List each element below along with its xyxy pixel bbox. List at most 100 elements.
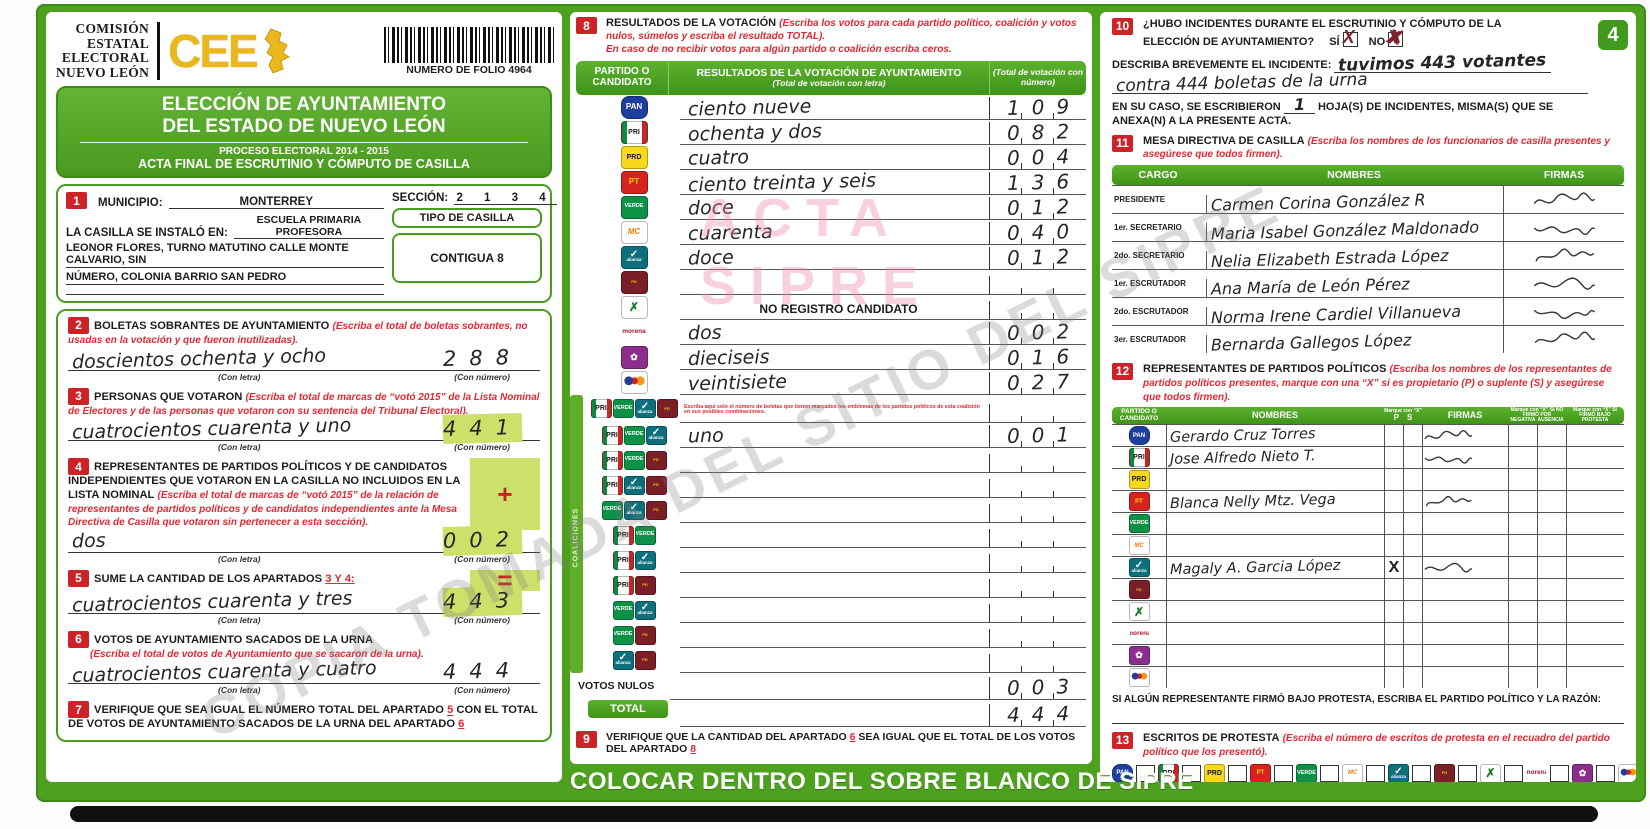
rep-row-humanista xyxy=(1112,644,1624,667)
section-note: (Escriba los nombres de los representant… xyxy=(1143,364,1612,403)
section-8-header: 8 RESULTADOS DE LA VOTACIÓN (Escriba los… xyxy=(570,12,1092,59)
incident-handwritten: tuvimos 443 votantes xyxy=(1338,49,1547,76)
partido-democrata-logo: PD xyxy=(645,450,667,470)
rep-row-pri: PRI Jose Alfredo Nieto T. xyxy=(1112,446,1624,469)
section-ref: 6 xyxy=(849,730,856,743)
protest-count-box xyxy=(1596,764,1615,782)
casilla-label: LA CASILLA SE INSTALÓ EN: xyxy=(66,227,228,239)
vote-row-encuentro: veintisiete 027 xyxy=(576,369,1086,395)
section-ref: 5 xyxy=(447,704,454,717)
org-name: COMISIÓN ESTATAL ELECTORAL NUEVO LEÓN xyxy=(56,21,150,80)
vote-word: doce xyxy=(687,245,735,270)
funcionario-name: Carmen Corina González R xyxy=(1210,190,1426,215)
section-note: (Escriba el total de marcas de “votó 201… xyxy=(68,391,540,417)
section-6-votos-urna: 6 VOTOS DE AYUNTAMIENTO SACADOS DE LA URN… xyxy=(66,627,542,698)
section-number-badge: 11 xyxy=(1112,134,1133,152)
votes-table: PARTIDO O CANDIDATO RESULTADOS DE LA VOT… xyxy=(570,60,1086,727)
section-title: REPRESENTANTES DE PARTIDOS POLÍTICOS Y D… xyxy=(68,461,460,501)
vote-row-pan: PAN ciento nueve 109 xyxy=(576,93,1086,120)
section-number-badge: 1 xyxy=(66,192,87,209)
p-mark xyxy=(1384,491,1403,513)
con-numero-label: (Con número) xyxy=(454,685,510,696)
partido-democrata-logo: PD xyxy=(1434,763,1455,782)
sobre-sipre-banner: COLOCAR DENTRO DEL SOBRE BLANCO DE SIPRE xyxy=(570,768,1194,795)
funcionario-name: Nelia Elizabeth Estrada López xyxy=(1210,245,1449,272)
protest-count-box xyxy=(1412,764,1431,782)
casilla-address: ESCUELA PRIMARIA PROFESORA xyxy=(233,214,384,239)
p-mark xyxy=(1384,601,1403,623)
vote-row-na: alianza doce 012 xyxy=(576,244,1086,270)
protest-count-box xyxy=(1136,764,1155,782)
encuentro-social-logo xyxy=(1618,763,1636,782)
vote-row-pd: PD xyxy=(576,270,1086,295)
pvem-logo: VERDE xyxy=(612,399,634,419)
cargo-label: 2do. SECRETARIO xyxy=(1114,251,1185,260)
nueva-alianza-logo: alianza xyxy=(634,550,656,570)
divider xyxy=(157,22,161,81)
p-mark xyxy=(1384,579,1403,601)
coaliciones-band: COALICIONES xyxy=(570,394,583,673)
total-row: TOTAL 444 xyxy=(576,699,1086,727)
si-label: SÍ xyxy=(1329,35,1340,48)
morena-logo: morena xyxy=(1128,624,1150,644)
section-number-badge: 4 xyxy=(68,458,89,476)
votos-nulos-row: VOTOS NULOS 003 xyxy=(576,673,1086,700)
partido-democrata-logo: PD xyxy=(1128,580,1150,600)
handwritten-number-value: 288 xyxy=(442,344,523,371)
vote-digits: 136 xyxy=(1006,168,1082,195)
org-line: COMISIÓN xyxy=(75,21,150,36)
prd-logo: PRD xyxy=(620,145,648,169)
protest-count-box xyxy=(1458,764,1477,782)
plus-symbol: + xyxy=(497,478,513,509)
signature xyxy=(1425,495,1472,507)
seccion-label: SECCIÓN: xyxy=(392,192,449,204)
incident-handwritten: contra 444 boletas de la urna xyxy=(1115,69,1368,97)
hojas-count: 1 xyxy=(1293,94,1306,115)
nueva-alianza-logo: alianza xyxy=(612,650,634,670)
morena-logo: morena xyxy=(620,320,648,344)
cargo-label: PRESIDENTE xyxy=(1114,195,1166,204)
no-registro-text: NO REGISTRO CANDIDATO xyxy=(759,301,918,316)
handwritten-number-value: 002 xyxy=(442,526,523,553)
si-mark: X xyxy=(1342,26,1355,47)
handwritten-word-value: doscientos ochenta y ocho xyxy=(71,344,327,373)
vote-digits: 002 xyxy=(1006,318,1082,345)
votos-nulos-digits: 003 xyxy=(1006,673,1082,700)
vote-word: dos xyxy=(687,321,722,344)
pt-logo: PT xyxy=(620,170,648,194)
partido-democrata-logo: PD xyxy=(634,650,656,670)
section-title: PERSONAS QUE VOTARON xyxy=(94,390,243,403)
partido-democrata-logo: PD xyxy=(645,500,667,520)
partido-democrata-logo: PD xyxy=(634,575,656,595)
encuentro-social-logo xyxy=(1128,668,1150,688)
incident-question: ¿HUBO INCIDENTES DURANTE EL ESCRUTINIO Y… xyxy=(1143,18,1502,30)
rep-row-na: alianza Magaly A. Garcia López X xyxy=(1112,556,1624,579)
coalition-row: PRI VERDE xyxy=(576,523,1086,548)
vote-word: dieciseis xyxy=(687,345,770,370)
col-protesta-header: Marque con “X” SI FIRMÓ BAJO PROTESTA xyxy=(1573,407,1617,424)
firmas-header: FIRMAS xyxy=(1543,169,1585,181)
pvem-logo: VERDE xyxy=(1296,763,1317,782)
p-mark xyxy=(1384,447,1403,469)
section-2-boletas-sobrantes: 2 BOLETAS SOBRANTES DE AYUNTAMIENTO (Escr… xyxy=(66,313,542,384)
section-10-incidentes: 10 ¿HUBO INCIDENTES DURANTE EL ESCRUTINI… xyxy=(1100,12,1636,129)
votes-table-header: PARTIDO O CANDIDATO RESULTADOS DE LA VOT… xyxy=(576,60,1086,95)
vote-digits: 004 xyxy=(1006,143,1082,170)
right-column: 4 10 ¿HUBO INCIDENTES DURANTE EL ESCRUTI… xyxy=(1100,12,1636,782)
vote-row-pt: PT ciento treinta y seis 136 xyxy=(576,168,1086,196)
vote-digits: 109 xyxy=(1006,93,1082,120)
section-12-representantes: 12 REPRESENTANTES DE PARTIDOS POLÍTICOS (… xyxy=(1100,357,1636,404)
mesa-row: 1er. ESCRUTADOR Ana María de León Pérez xyxy=(1112,269,1624,299)
seccion-value: 2 1 3 4 xyxy=(454,192,557,205)
vote-digits: 016 xyxy=(1006,343,1082,370)
tipo-casilla-label: TIPO DE CASILLA xyxy=(392,208,542,228)
signature xyxy=(1534,331,1596,343)
protest-count-box xyxy=(1366,764,1385,782)
municipio-value: MONTERREY xyxy=(168,196,384,209)
section-note: (Escriba los votos para cada partido pol… xyxy=(606,18,1077,43)
cee-logo-text: CEE xyxy=(168,24,259,77)
mesa-row: 2do. SECRETARIO Nelia Elizabeth Estrada L… xyxy=(1112,241,1624,272)
pvem-logo: VERDE xyxy=(601,500,623,520)
section-refs: 3 Y 4: xyxy=(325,573,355,586)
